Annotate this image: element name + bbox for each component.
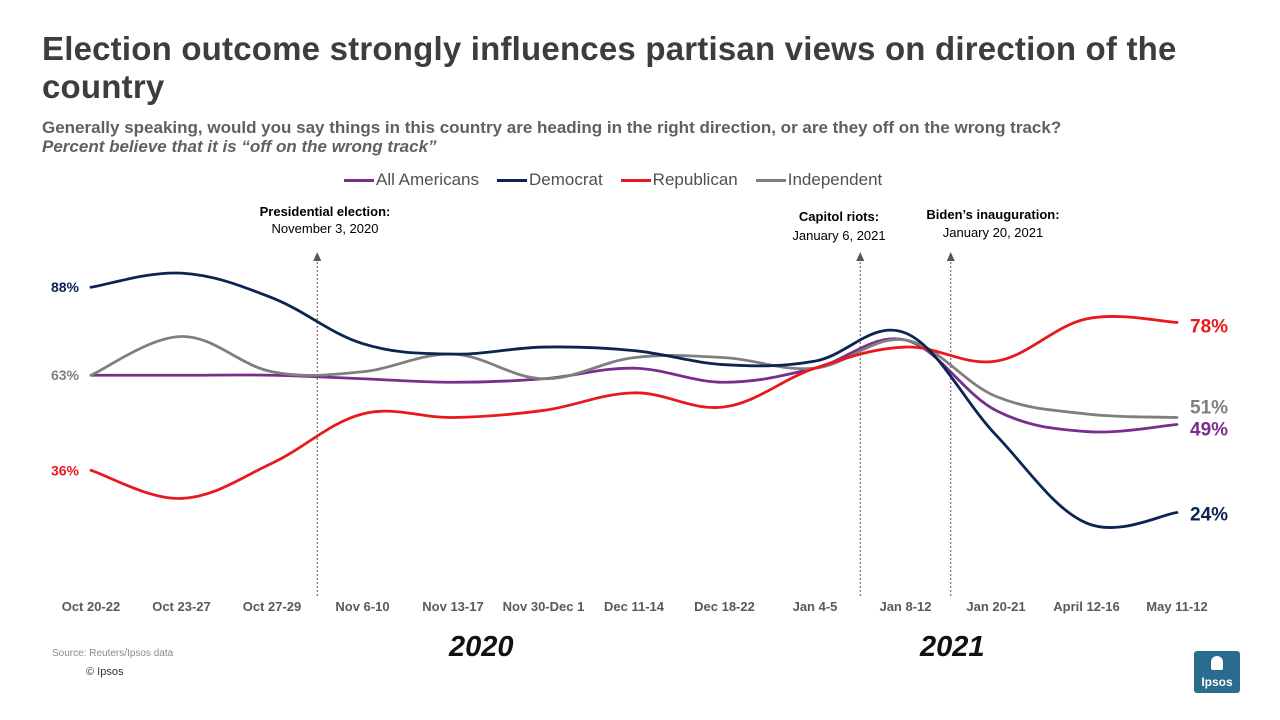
annotation-presidential-election-title: Presidential election: <box>260 204 391 219</box>
annotation-biden-s-inauguration-arrow-icon <box>946 252 955 261</box>
x-tick-label-nov-13-17: Nov 13-17 <box>422 599 483 614</box>
year-label-2020: 2020 <box>449 631 514 663</box>
logo-text: Ipsos <box>1201 675 1233 689</box>
series-line-independent <box>89 335 1179 419</box>
legend-swatch-republican <box>620 178 651 182</box>
series-line-democrat <box>89 271 1179 529</box>
end-label-democrat: 24% <box>1190 505 1228 526</box>
annotation-presidential-election-arrow-icon <box>313 252 322 261</box>
legend-label-democrat: Democrat <box>528 170 603 189</box>
x-tick-label-jan-20-21: Jan 20-21 <box>966 599 1025 614</box>
series-line-republican <box>89 315 1179 500</box>
start-label-democrat: 88% <box>51 279 80 295</box>
annotation-presidential-election-date: November 3, 2020 <box>272 221 379 236</box>
legend-item-democrat: Democrat <box>496 170 603 190</box>
x-tick-label-oct-20-22: Oct 20-22 <box>62 599 121 614</box>
chart-title: Election outcome strongly influences par… <box>42 30 1177 105</box>
legend-swatch-independent <box>755 178 786 182</box>
legend-label-all-americans: All Americans <box>376 170 479 189</box>
legend-swatch-democrat <box>496 178 527 182</box>
end-label-all-americans: 49% <box>1190 420 1228 441</box>
annotation-capitol-riots-arrow-icon <box>856 252 865 261</box>
legend-item-independent: Independent <box>755 170 883 190</box>
logo-mark-icon <box>1211 656 1223 670</box>
ipsos-logo: Ipsos <box>1194 651 1240 693</box>
annotation-capitol-riots-date: January 6, 2021 <box>792 228 885 243</box>
legend-label-independent: Independent <box>787 170 883 189</box>
x-tick-label-nov-30-dec-1: Nov 30-Dec 1 <box>503 599 585 614</box>
series-line-all-americans <box>89 337 1179 434</box>
year-label-2021: 2021 <box>920 631 985 663</box>
legend-item-republican: Republican <box>620 170 738 190</box>
annotation-biden-s-inauguration-date: January 20, 2021 <box>943 225 1043 240</box>
chart-subtitle: Generally speaking, would you say things… <box>42 118 1062 137</box>
legend-swatch-all-americans <box>344 178 374 182</box>
legend-item-all-americans: All Americans <box>344 170 479 190</box>
start-label-republican: 36% <box>51 462 80 478</box>
copyright: © Ipsos <box>86 666 124 678</box>
x-tick-label-oct-23-27: Oct 23-27 <box>152 599 211 614</box>
end-label-republican: 78% <box>1190 316 1228 337</box>
legend-label-republican: Republican <box>652 170 738 189</box>
x-tick-label-april-12-16: April 12-16 <box>1053 599 1119 614</box>
x-tick-label-dec-18-22: Dec 18-22 <box>694 599 755 614</box>
x-tick-label-may-11-12: May 11-12 <box>1146 599 1207 614</box>
x-tick-label-jan-8-12: Jan 8-12 <box>879 599 931 614</box>
end-label-independent: 51% <box>1190 397 1228 418</box>
x-tick-label-dec-11-14: Dec 11-14 <box>604 599 665 614</box>
annotation-capitol-riots-title: Capitol riots: <box>799 209 879 224</box>
x-tick-label-oct-27-29: Oct 27-29 <box>243 599 302 614</box>
x-tick-label-nov-6-10: Nov 6-10 <box>335 599 389 614</box>
start-label-all-americans: 63% <box>51 367 80 383</box>
x-tick-label-jan-4-5: Jan 4-5 <box>793 599 838 614</box>
annotation-biden-s-inauguration-title: Biden’s inauguration: <box>926 207 1059 222</box>
chart-subtitle-italic: Percent believe that it is “off on the w… <box>42 137 437 156</box>
source-note: Source: Reuters/Ipsos data <box>52 648 174 659</box>
legend: All Americans Democrat Republican Indepe… <box>344 170 882 190</box>
